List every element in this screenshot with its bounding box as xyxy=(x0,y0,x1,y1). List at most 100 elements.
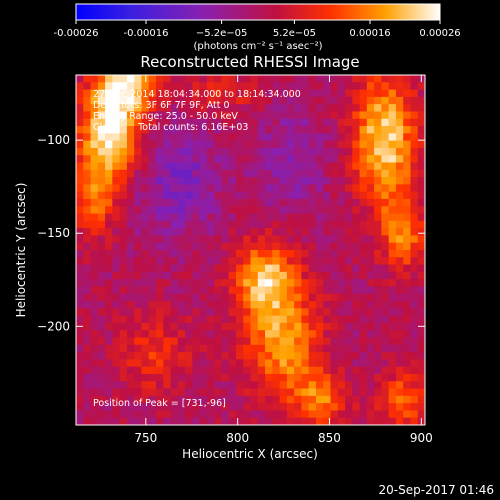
heatmap-cell xyxy=(90,213,99,222)
heatmap-cell xyxy=(163,257,171,265)
heatmap-cell xyxy=(155,417,164,426)
heatmap-cell xyxy=(323,388,331,397)
heatmap-cell xyxy=(214,388,222,397)
heatmap-cell xyxy=(279,96,288,105)
heatmap-cell xyxy=(76,330,84,338)
heatmap-cell xyxy=(243,286,251,295)
heatmap-cell xyxy=(403,381,411,389)
heatmap-cell xyxy=(148,220,157,229)
heatmap-cell xyxy=(134,235,142,244)
heatmap-cell xyxy=(330,133,339,142)
heatmap-cell xyxy=(337,293,346,302)
heatmap-cell xyxy=(374,242,382,251)
heatmap-cell xyxy=(395,126,404,134)
heatmap-cell xyxy=(105,242,113,251)
heatmap-cell xyxy=(170,235,179,244)
heatmap-cell xyxy=(294,417,302,426)
heatmap-cell xyxy=(112,286,121,295)
heatmap-cell xyxy=(330,140,339,149)
heatmap-cell xyxy=(112,322,121,331)
heatmap-cell xyxy=(250,82,259,90)
heatmap-cell xyxy=(83,147,91,156)
heatmap-cell xyxy=(352,162,360,171)
heatmap-cell xyxy=(366,235,375,244)
heatmap-cell xyxy=(265,220,273,229)
heatmap-cell xyxy=(83,359,91,368)
heatmap-cell xyxy=(83,169,91,178)
heatmap-cell xyxy=(359,381,368,389)
heatmap-cell xyxy=(185,184,193,193)
heatmap-cell xyxy=(228,293,237,302)
heatmap-cell xyxy=(105,89,113,98)
heatmap-cell xyxy=(388,235,397,244)
heatmap-cell xyxy=(105,140,113,149)
heatmap-cell xyxy=(170,228,179,236)
heatmap-cell xyxy=(286,242,295,251)
heatmap-cell xyxy=(279,228,288,236)
heatmap-cell xyxy=(163,308,171,317)
heatmap-cell xyxy=(243,301,251,309)
heatmap-cell xyxy=(308,140,317,149)
heatmap-cell xyxy=(257,235,266,244)
heatmap-cell xyxy=(112,220,121,229)
heatmap-cell xyxy=(381,417,390,426)
heatmap-cell xyxy=(148,250,157,258)
heatmap-cell xyxy=(395,118,404,127)
heatmap-cell xyxy=(395,373,404,382)
heatmap-cell xyxy=(403,373,411,382)
heatmap-cell xyxy=(119,155,128,163)
heatmap-cell xyxy=(410,147,419,156)
heatmap-cell xyxy=(83,220,91,229)
heatmap-cell xyxy=(272,301,280,309)
heatmap-cell xyxy=(243,104,251,112)
heatmap-cell xyxy=(134,147,142,156)
heatmap-cell xyxy=(243,395,251,404)
heatmap-cell xyxy=(410,381,419,389)
heatmap-cell xyxy=(177,293,186,302)
heatmap-cell xyxy=(323,133,331,142)
heatmap-cell xyxy=(134,111,142,120)
heatmap-cell xyxy=(199,301,208,309)
heatmap-cell xyxy=(199,337,208,346)
heatmap-cell xyxy=(76,228,84,236)
heatmap-cell xyxy=(323,228,331,236)
heatmap-cell xyxy=(221,96,230,105)
heatmap-cell xyxy=(403,286,411,295)
heatmap-cell xyxy=(206,89,215,98)
heatmap-cell xyxy=(76,155,84,163)
heatmap-cell xyxy=(337,75,346,83)
heatmap-cell xyxy=(119,206,128,214)
heatmap-cell xyxy=(308,82,317,90)
heatmap-cell xyxy=(155,82,164,90)
colorbar-unit-label: (photons cm⁻² s⁻¹ asec⁻²) xyxy=(193,41,322,52)
heatmap-cell xyxy=(97,162,106,171)
heatmap-cell xyxy=(235,155,244,163)
heatmap-cell xyxy=(134,89,142,98)
heatmap-cell xyxy=(134,352,142,360)
heatmap-cell xyxy=(395,301,404,309)
heatmap-cell xyxy=(141,140,150,149)
heatmap-cell xyxy=(141,410,150,419)
heatmap-cell xyxy=(97,126,106,134)
heatmap-cell xyxy=(206,104,215,112)
heatmap-cell xyxy=(228,257,237,265)
heatmap-cell xyxy=(395,147,404,156)
heatmap-cell xyxy=(257,388,266,397)
heatmap-cell xyxy=(199,381,208,389)
heatmap-cell xyxy=(352,366,360,375)
heatmap-cell xyxy=(214,286,222,295)
heatmap-cell xyxy=(185,75,193,83)
heatmap-cell xyxy=(410,118,419,127)
heatmap-cell xyxy=(155,373,164,382)
heatmap-cell xyxy=(97,250,106,258)
heatmap-cell xyxy=(395,403,404,411)
heatmap-cell xyxy=(155,271,164,280)
heatmap-cell xyxy=(257,293,266,302)
heatmap-cell xyxy=(250,242,259,251)
heatmap-cell xyxy=(366,359,375,368)
heatmap-cell xyxy=(294,352,302,360)
heatmap-cell xyxy=(134,82,142,90)
heatmap-cell xyxy=(337,337,346,346)
heatmap-cell xyxy=(97,242,106,251)
heatmap-cell xyxy=(199,395,208,404)
